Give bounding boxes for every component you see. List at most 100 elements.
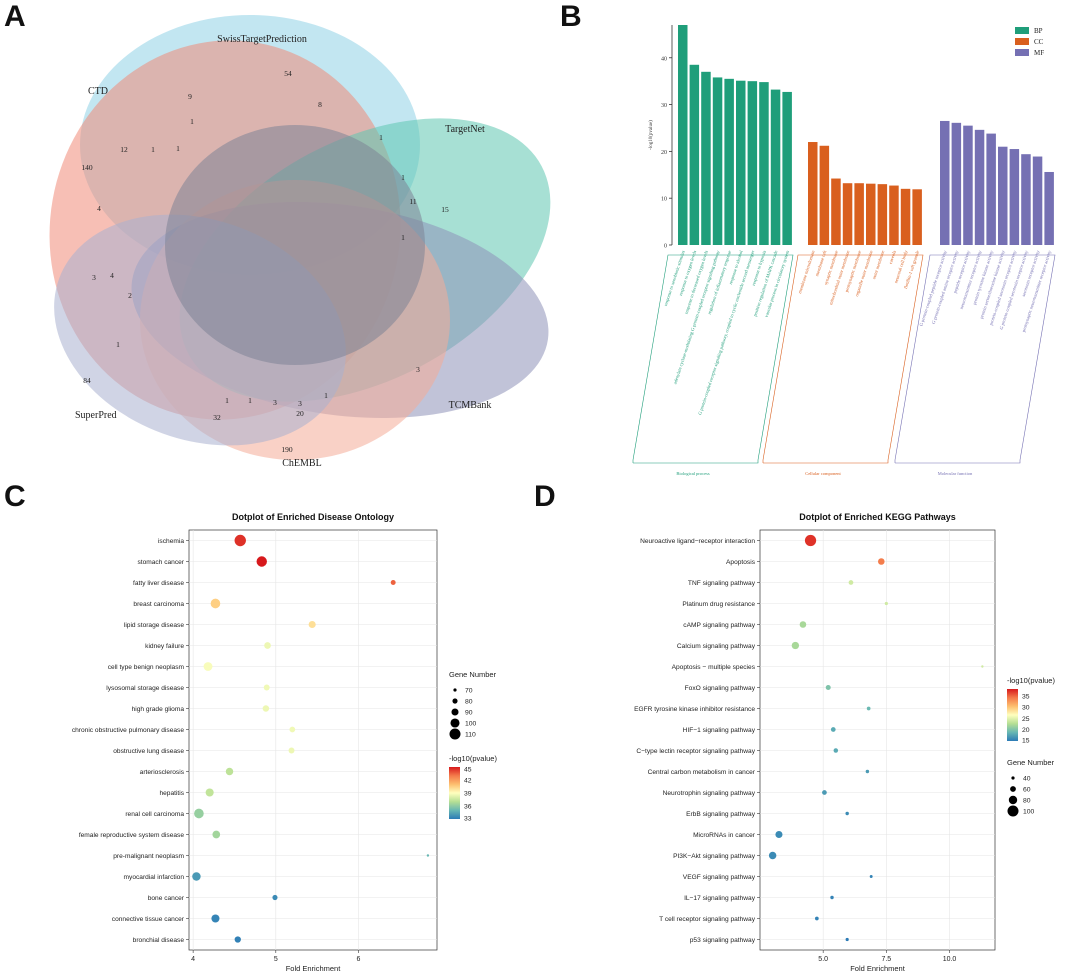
color-legend-label: 30 bbox=[1022, 705, 1030, 712]
venn-region-count: 1 bbox=[190, 117, 194, 126]
data-point bbox=[194, 808, 204, 819]
category-label: female reproductive system disease bbox=[79, 832, 185, 839]
venn-region-count: 32 bbox=[213, 413, 221, 422]
size-legend-label: 60 bbox=[1023, 787, 1031, 794]
venn-set-label: TargetNet bbox=[445, 124, 485, 135]
go-bar-bp bbox=[747, 81, 758, 245]
venn-set-label: CTD bbox=[88, 86, 108, 97]
go-bar-cc bbox=[866, 183, 876, 245]
x-tick-label: 4 bbox=[191, 956, 195, 963]
data-point bbox=[822, 790, 827, 795]
go-bar-cc bbox=[819, 145, 830, 245]
venn-region-count: 1 bbox=[379, 133, 383, 142]
x-axis-title: Fold Enrichment bbox=[850, 964, 906, 973]
y-tick-label: 30 bbox=[661, 103, 667, 109]
data-point bbox=[256, 556, 267, 567]
go-bar-bp bbox=[770, 89, 781, 246]
category-label: Apoptosis − multiple species bbox=[672, 664, 756, 671]
venn-region-count: 4 bbox=[110, 271, 114, 280]
venn-core-shape bbox=[165, 125, 425, 365]
go-bar-bp bbox=[759, 82, 769, 245]
data-point bbox=[775, 830, 783, 839]
venn-region-count: 20 bbox=[296, 409, 304, 418]
go-bar-bp bbox=[736, 80, 746, 246]
color-legend-label: 25 bbox=[1022, 716, 1030, 723]
go-group-bracket bbox=[762, 254, 924, 464]
data-point bbox=[845, 937, 849, 942]
category-label: high grade glioma bbox=[132, 706, 185, 713]
color-legend-title: -log10(pvalue) bbox=[449, 754, 497, 763]
category-label: arteriosclerosis bbox=[140, 769, 185, 776]
plot-panel bbox=[759, 529, 996, 951]
y-tick-label: 20 bbox=[661, 150, 667, 156]
category-label: C−type lectin receptor signaling pathway bbox=[636, 748, 755, 755]
x-tick-label: 7.5 bbox=[881, 956, 891, 963]
go-group-title: Biological process bbox=[676, 471, 710, 476]
size-legend-dot bbox=[1011, 776, 1015, 780]
go-bar-mf bbox=[998, 146, 1008, 245]
size-legend-dot bbox=[1010, 786, 1016, 792]
data-point bbox=[825, 684, 831, 691]
plot-panel bbox=[188, 529, 438, 951]
venn-region-count: 1 bbox=[176, 144, 180, 153]
category-label: Calcium signaling pathway bbox=[677, 643, 756, 650]
go-bar-mf bbox=[1032, 156, 1043, 245]
data-point bbox=[799, 621, 807, 628]
color-legend-label: 35 bbox=[1022, 693, 1030, 700]
go-group-bracket bbox=[632, 254, 794, 464]
venn-region-count: 8 bbox=[318, 100, 322, 109]
go-group-title: Molecular function bbox=[938, 471, 973, 476]
data-point bbox=[211, 914, 220, 923]
venn-region-count: 2 bbox=[128, 291, 132, 300]
category-label: EGFR tyrosine kinase inhibitor resistanc… bbox=[634, 706, 755, 713]
data-point bbox=[205, 788, 214, 797]
category-label: obstructive lung disease bbox=[113, 748, 184, 755]
category-label: HIF−1 signaling pathway bbox=[683, 727, 756, 734]
data-point bbox=[288, 747, 295, 754]
x-tick-label: 6 bbox=[357, 956, 361, 963]
category-label: renal cell carcinoma bbox=[125, 811, 184, 818]
category-label: kidney failure bbox=[145, 643, 184, 650]
venn-region-count: 9 bbox=[188, 92, 192, 101]
category-label: IL−17 signaling pathway bbox=[684, 895, 756, 902]
go-bar-cc bbox=[831, 178, 841, 245]
disease-ontology-dotplot: Dotplot of Enriched Disease Ontology isch… bbox=[72, 512, 498, 973]
size-legend-dot bbox=[451, 708, 459, 716]
category-label: connective tissue cancer bbox=[112, 916, 185, 923]
color-legend-label: 36 bbox=[464, 804, 472, 811]
category-label: T cell receptor signaling pathway bbox=[659, 916, 756, 923]
size-legend-label: 40 bbox=[1023, 776, 1031, 783]
category-label: bronchial disease bbox=[133, 937, 185, 944]
go-bar-mf bbox=[1044, 171, 1054, 245]
data-point bbox=[234, 534, 246, 547]
color-legend-label: 15 bbox=[1022, 738, 1030, 745]
size-legend-dot bbox=[1008, 795, 1018, 805]
data-point bbox=[866, 706, 871, 711]
x-axis-title: Fold Enrichment bbox=[286, 964, 342, 973]
y-tick-label: 0 bbox=[664, 244, 667, 250]
data-point bbox=[289, 726, 296, 733]
size-legend-title: Gene Number bbox=[449, 670, 497, 679]
go-bar-bp bbox=[782, 91, 792, 245]
category-label: lysosomal storage disease bbox=[106, 685, 184, 692]
size-legend-label: 110 bbox=[465, 732, 476, 739]
legend-swatch-cc bbox=[1015, 38, 1029, 45]
data-point bbox=[804, 534, 817, 547]
venn-region-count: 3 bbox=[298, 399, 302, 408]
category-label: breast carcinoma bbox=[133, 601, 184, 608]
size-legend-label: 80 bbox=[465, 699, 473, 706]
venn-region-count: 1 bbox=[116, 340, 120, 349]
category-label: Neuroactive ligand−receptor interaction bbox=[640, 538, 755, 545]
category-label: p53 signaling pathway bbox=[690, 937, 756, 944]
size-legend-title: Gene Number bbox=[1007, 758, 1055, 767]
category-label: hepatitis bbox=[159, 790, 184, 797]
color-legend-title: -log10(pvalue) bbox=[1007, 676, 1055, 685]
legend-label: CC bbox=[1034, 38, 1044, 46]
venn-region-count: 1 bbox=[401, 173, 405, 182]
x-tick-label: 5.0 bbox=[818, 956, 828, 963]
go-term-label: caveola bbox=[888, 250, 897, 265]
category-label: Central carbon metabolism in cancer bbox=[648, 769, 756, 776]
panel-label-b: B bbox=[560, 0, 582, 33]
size-legend-label: 70 bbox=[465, 688, 473, 695]
go-bar-mf bbox=[951, 122, 962, 245]
